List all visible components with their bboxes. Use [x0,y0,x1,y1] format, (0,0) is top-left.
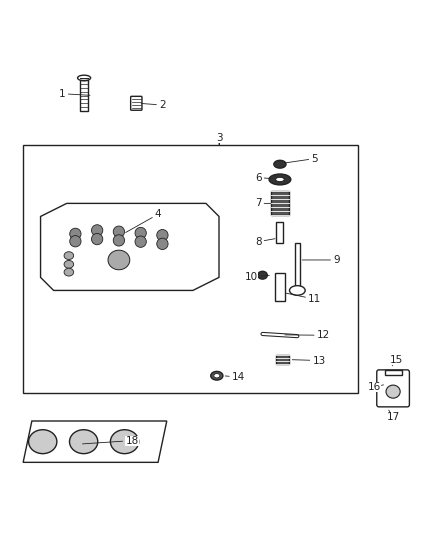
Bar [80,80,88,111]
Text: 11: 11 [286,293,321,304]
Circle shape [157,230,168,241]
Bar [385,370,402,375]
Bar [276,355,289,365]
Text: 1: 1 [59,88,90,99]
Ellipse shape [64,268,74,276]
Circle shape [135,228,146,239]
Ellipse shape [290,286,305,295]
Ellipse shape [64,261,74,268]
Polygon shape [41,204,219,290]
Circle shape [157,238,168,249]
Ellipse shape [274,160,286,168]
Text: 14: 14 [225,372,245,382]
Text: 13: 13 [292,356,326,366]
Text: 15: 15 [390,355,403,366]
Ellipse shape [70,430,98,454]
Text: 5: 5 [285,154,318,164]
Bar [271,191,289,215]
Ellipse shape [108,250,130,270]
Text: 4: 4 [126,209,161,232]
Text: 17: 17 [386,410,400,422]
Circle shape [113,226,124,237]
Circle shape [92,225,103,236]
Ellipse shape [211,372,223,380]
Ellipse shape [28,430,57,454]
Bar [275,273,285,301]
Circle shape [70,236,81,247]
Text: 7: 7 [255,198,271,208]
Text: 18: 18 [82,435,138,446]
Circle shape [70,228,81,239]
Circle shape [113,235,124,246]
Bar [295,243,300,290]
Ellipse shape [64,252,74,260]
Bar [276,222,283,243]
Bar [80,80,88,111]
Ellipse shape [386,385,400,398]
Text: 10: 10 [245,272,269,282]
Circle shape [135,236,146,247]
Circle shape [92,233,103,245]
FancyBboxPatch shape [131,96,142,110]
Text: 16: 16 [368,382,384,392]
Text: 12: 12 [285,330,330,340]
Ellipse shape [78,75,91,80]
Text: 8: 8 [255,237,275,247]
Ellipse shape [214,374,220,378]
Bar [23,144,358,393]
Text: 2: 2 [141,100,166,110]
Ellipse shape [276,177,284,182]
Polygon shape [23,421,167,462]
Ellipse shape [269,174,291,185]
Text: 3: 3 [215,133,223,144]
Ellipse shape [110,430,139,454]
Text: 6: 6 [255,173,271,183]
Text: 9: 9 [302,255,340,265]
Ellipse shape [258,271,267,279]
FancyBboxPatch shape [377,370,410,407]
